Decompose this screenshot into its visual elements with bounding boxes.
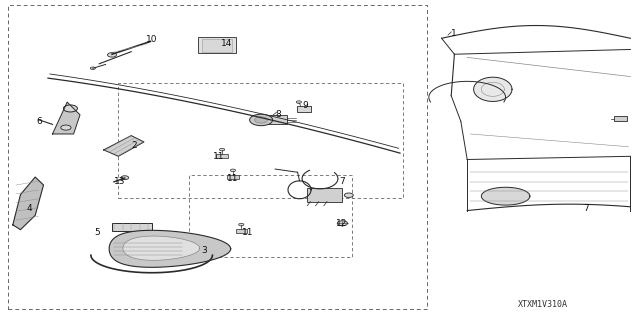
Text: 14: 14 — [221, 39, 232, 48]
Circle shape — [220, 148, 225, 151]
Polygon shape — [13, 177, 44, 230]
Text: 5: 5 — [95, 228, 100, 237]
Bar — [8, 5, 427, 309]
Text: 7: 7 — [339, 177, 345, 186]
Circle shape — [230, 169, 236, 172]
Bar — [216, 154, 228, 158]
Text: 11: 11 — [227, 174, 239, 183]
Text: 9: 9 — [303, 101, 308, 110]
Text: 8: 8 — [275, 110, 281, 119]
Text: 7: 7 — [584, 204, 589, 213]
Bar — [202, 39, 232, 52]
Circle shape — [61, 125, 71, 130]
Circle shape — [344, 193, 353, 197]
Text: 11: 11 — [213, 152, 225, 161]
Circle shape — [121, 176, 129, 180]
Bar — [307, 188, 342, 202]
Polygon shape — [109, 230, 231, 267]
Bar — [118, 83, 403, 198]
Polygon shape — [123, 236, 200, 260]
Text: 6: 6 — [36, 117, 42, 126]
Text: 10: 10 — [146, 35, 157, 44]
Bar — [297, 106, 311, 112]
Circle shape — [63, 105, 77, 112]
Polygon shape — [104, 136, 144, 156]
Circle shape — [337, 221, 348, 226]
Bar — [112, 223, 152, 231]
Text: 2: 2 — [131, 141, 137, 150]
Bar — [614, 116, 627, 121]
Text: 1: 1 — [451, 29, 457, 38]
Text: XTXM1V310A: XTXM1V310A — [518, 300, 568, 309]
Bar — [198, 37, 236, 53]
Text: 11: 11 — [242, 228, 253, 237]
Bar — [189, 175, 352, 257]
Bar — [261, 115, 287, 124]
Circle shape — [90, 67, 95, 70]
Bar — [236, 229, 247, 233]
Text: 3: 3 — [202, 246, 207, 255]
Polygon shape — [474, 77, 512, 101]
Text: 12: 12 — [336, 219, 348, 228]
Polygon shape — [481, 187, 530, 205]
Circle shape — [250, 114, 273, 126]
Circle shape — [239, 223, 244, 226]
Text: 4: 4 — [27, 204, 33, 213]
Polygon shape — [52, 102, 80, 134]
Circle shape — [296, 101, 301, 103]
Circle shape — [255, 117, 268, 123]
Circle shape — [108, 53, 116, 57]
Text: 13: 13 — [114, 177, 125, 186]
Bar — [227, 175, 239, 179]
